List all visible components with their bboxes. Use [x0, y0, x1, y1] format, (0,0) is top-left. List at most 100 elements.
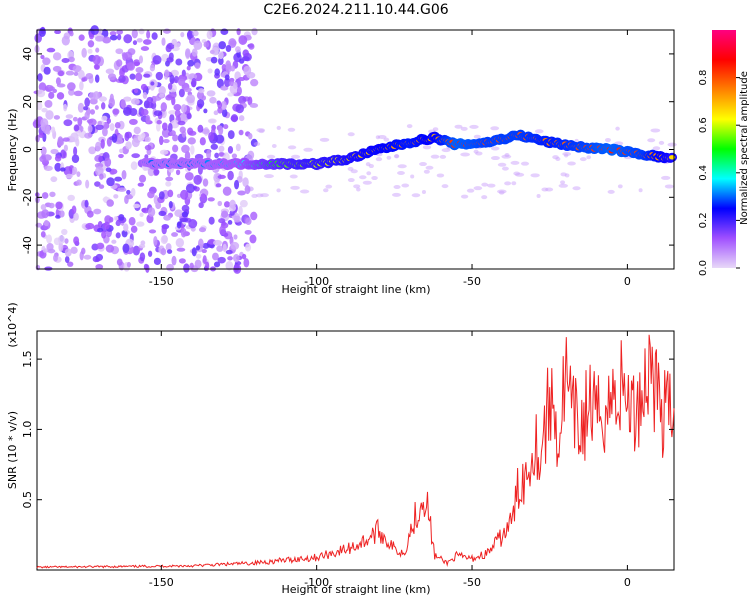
noise-cell [147, 250, 153, 257]
noise-cell [50, 148, 59, 155]
noise-cell [221, 210, 229, 218]
noise-cell [64, 248, 72, 257]
noise-cell [212, 42, 221, 52]
noise-cell [177, 78, 186, 86]
noise-cell [229, 199, 236, 209]
noise-cell [650, 128, 661, 133]
y-tick-label: 1.5 [21, 350, 34, 368]
noise-cell [473, 134, 481, 139]
noise-cell [325, 184, 333, 189]
snr-y-ticks: 0.5 1.0 1.5 [21, 350, 674, 508]
noise-cell [299, 189, 310, 194]
noise-cell [187, 30, 192, 41]
noise-cell [101, 230, 107, 239]
noise-cell [239, 199, 248, 208]
noise-cell [180, 189, 189, 200]
noise-cell [64, 238, 69, 244]
noise-cell [220, 85, 229, 91]
noise-cell [42, 57, 51, 66]
noise-cell [105, 167, 112, 173]
noise-cell [130, 187, 136, 197]
noise-cell [323, 188, 329, 193]
noise-cell [71, 205, 77, 214]
y-tick-label: 0 [21, 146, 34, 153]
noise-cell [205, 261, 210, 271]
noise-cell [142, 39, 152, 45]
noise-cell [129, 107, 138, 116]
noise-cell [208, 216, 215, 225]
noise-cell [55, 77, 61, 86]
noise-cell [214, 68, 221, 76]
noise-cell [97, 121, 102, 126]
noise-cell [106, 199, 114, 207]
noise-cell [169, 74, 175, 85]
noise-cell [397, 164, 407, 169]
y-tick-label: -40 [21, 236, 34, 254]
noise-cell [72, 166, 78, 175]
noise-cell [175, 238, 185, 248]
noise-cell [233, 234, 238, 240]
noise-cell [174, 42, 181, 48]
noise-cell [241, 56, 250, 62]
noise-cell [213, 261, 221, 268]
noise-cell [147, 207, 156, 217]
noise-cell [223, 201, 231, 208]
noise-cell [138, 244, 146, 249]
noise-cell [216, 78, 224, 89]
noise-cell [366, 171, 372, 176]
noise-cell [504, 181, 512, 186]
noise-cell [40, 204, 47, 211]
colorbar-tick-label: 0.4 [698, 165, 709, 181]
noise-cell [158, 85, 166, 96]
noise-cell [227, 130, 235, 140]
noise-cell [52, 65, 62, 72]
noise-cell [473, 149, 479, 154]
noise-cell [135, 67, 144, 74]
noise-cell [188, 219, 198, 229]
noise-cell [441, 148, 451, 153]
noise-cell [109, 31, 117, 36]
noise-cell [215, 134, 225, 144]
noise-cell [181, 211, 189, 218]
spectrogram-x-label: Height of straight line (km) [281, 283, 430, 296]
noise-cell [291, 154, 301, 159]
noise-cell [248, 132, 253, 140]
noise-cell [206, 90, 216, 97]
noise-cell [44, 99, 53, 108]
noise-cell [153, 168, 160, 176]
noise-cell [466, 188, 475, 193]
noise-cell [149, 64, 156, 72]
noise-cell [233, 215, 241, 223]
noise-cell [181, 144, 190, 154]
noise-cell [375, 135, 381, 140]
noise-cell [401, 183, 410, 188]
noise-cell [430, 154, 440, 159]
noise-cell [230, 65, 236, 72]
noise-cell [425, 165, 434, 170]
noise-cell [206, 149, 212, 160]
noise-cell [143, 73, 151, 78]
noise-cell [181, 204, 190, 213]
noise-cell [217, 200, 223, 207]
noise-cell [186, 113, 192, 120]
noise-cell [88, 92, 96, 100]
noise-cell [168, 201, 173, 209]
noise-cell [350, 169, 358, 174]
noise-cell [153, 110, 163, 117]
noise-cell [244, 243, 252, 252]
noise-cell [105, 244, 115, 253]
noise-cell [171, 255, 177, 266]
noise-cell [57, 136, 64, 147]
noise-cell [564, 153, 569, 158]
noise-cell [218, 218, 226, 224]
noise-cell [61, 228, 68, 236]
noise-cell [98, 184, 105, 189]
noise-cell [617, 184, 623, 189]
noise-cell [114, 122, 121, 129]
noise-cell [65, 70, 75, 76]
noise-cell [242, 49, 250, 57]
noise-cell [141, 207, 147, 213]
noise-cell [140, 46, 150, 52]
noise-cell [212, 252, 219, 261]
